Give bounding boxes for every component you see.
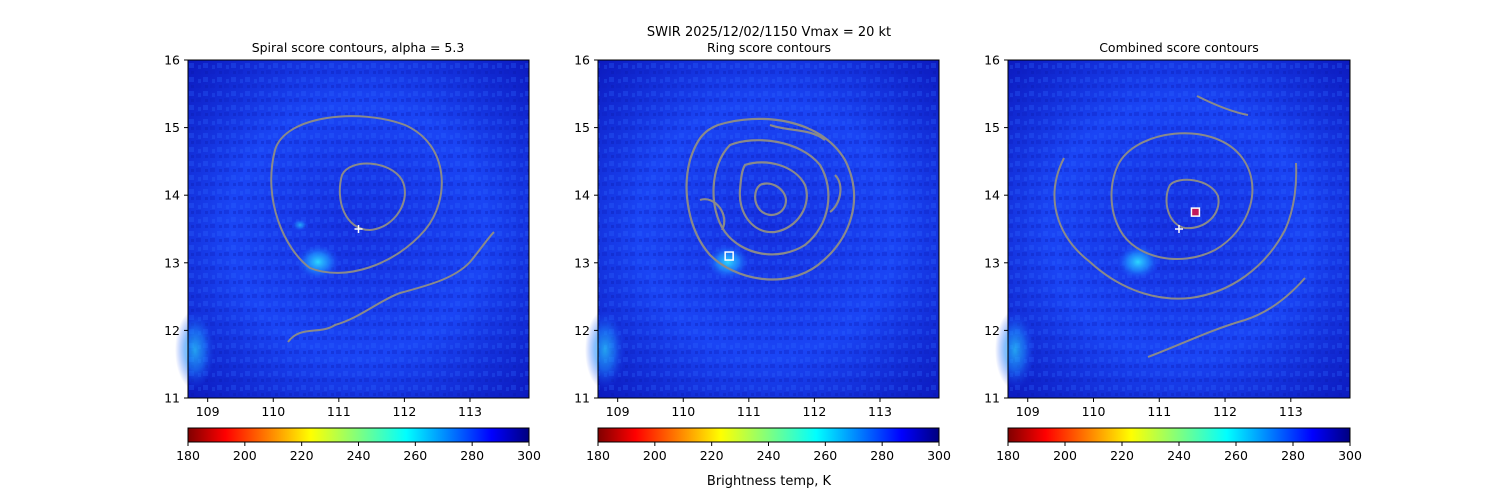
x-tick-label: 112 [802, 404, 826, 419]
x-tick-label: 109 [1016, 404, 1040, 419]
colorbar-tick-label: 280 [870, 448, 894, 463]
colorbar-tick-label: 280 [460, 448, 484, 463]
colorbar-tick-label: 300 [517, 448, 541, 463]
colorbar-tick-label: 240 [347, 448, 371, 463]
x-tick-label: 109 [196, 404, 220, 419]
top-arc [1196, 95, 1249, 116]
x-ticks: 109 110 111 112 113 [196, 398, 482, 419]
y-tick-label: 12 [164, 323, 180, 338]
x-tick-label: 111 [737, 404, 761, 419]
inner-contour [338, 162, 406, 232]
center-marker [1175, 225, 1183, 233]
y-tick-label: 16 [984, 53, 1000, 68]
spiral-arm [1147, 277, 1306, 358]
brightness-field [175, 60, 529, 398]
y-tick-label: 13 [164, 255, 180, 270]
spiral-arm [287, 231, 495, 343]
combined-square [1190, 207, 1201, 217]
colorbar-tick-label: 260 [403, 448, 427, 463]
y-tick-label: 12 [984, 323, 1000, 338]
y-tick-label: 13 [574, 255, 590, 270]
colorbar-tick-label: 220 [700, 448, 724, 463]
y-tick-label: 14 [984, 188, 1000, 203]
panel-title: Combined score contours [1099, 40, 1259, 55]
x-ticks: 109 110 111 112 113 [606, 398, 892, 419]
y-tick-label: 16 [164, 53, 180, 68]
y-tick-label: 13 [984, 255, 1000, 270]
colorbar-tick-label: 180 [996, 448, 1020, 463]
figure-suptitle: SWIR 2025/12/02/1150 Vmax = 20 kt [647, 25, 891, 40]
colorbar-tick-label: 240 [1167, 448, 1191, 463]
panel-title: Ring score contours [707, 40, 831, 55]
colorbar-tick-label: 300 [1338, 448, 1362, 463]
colorbar-gradient [187, 427, 530, 443]
x-tick-label: 110 [1082, 404, 1106, 419]
colorbar-gradient [597, 427, 940, 443]
colorbar-tick-label: 180 [586, 448, 610, 463]
colorbar-tick-label: 280 [1281, 448, 1305, 463]
y-tick-label: 11 [984, 391, 1000, 406]
colorbar-2: 180 200 220 240 260 280 300 [586, 427, 951, 463]
outer-contour [1110, 132, 1254, 261]
y-tick-label: 15 [164, 120, 180, 135]
y-tick-label: 11 [164, 391, 180, 406]
y-tick-label: 14 [574, 188, 590, 203]
colorbar-tick-label: 300 [927, 448, 951, 463]
y-tick-label: 15 [574, 120, 590, 135]
x-tick-label: 113 [1279, 404, 1303, 419]
ring-contours [685, 117, 856, 281]
inner-contour [1165, 178, 1220, 230]
center-marker [354, 225, 363, 233]
spiral-contours [270, 115, 495, 343]
y-ticks: 11 12 13 14 15 16 [984, 53, 1008, 406]
colorbar-tick-label: 260 [1224, 448, 1248, 463]
colorbar-tick-label: 220 [1110, 448, 1134, 463]
x-tick-label: 112 [392, 404, 416, 419]
y-tick-label: 12 [574, 323, 590, 338]
x-tick-label: 113 [458, 404, 482, 419]
colorbar-label: Brightness temp, K [707, 474, 832, 489]
y-tick-label: 11 [574, 391, 590, 406]
x-tick-label: 110 [261, 404, 285, 419]
colorbar-tick-label: 180 [176, 448, 200, 463]
combined-marker [1190, 207, 1201, 217]
ring-square [724, 251, 734, 261]
y-tick-label: 15 [984, 120, 1000, 135]
panel-ring: Ring score contours 109 110 111 112 113 11 12… [574, 40, 940, 419]
colorbar-1: 180 200 220 240 260 280 300 [176, 427, 541, 463]
y-tick-label: 16 [574, 53, 590, 68]
x-tick-label: 113 [868, 404, 892, 419]
colorbar-3: 180 200 220 240 260 280 300 [996, 427, 1362, 463]
outer-arc [1053, 157, 1298, 300]
panel-spiral: Spiral score contours, alpha = 5.3 109 11… [164, 40, 530, 419]
panel-combined: Combined score contours 109 110 111 112 113 … [984, 40, 1351, 419]
axes-frame [187, 59, 530, 399]
x-tick-label: 111 [327, 404, 351, 419]
y-ticks: 11 12 13 14 15 16 [164, 53, 188, 406]
panel-title: Spiral score contours, alpha = 5.3 [252, 40, 465, 55]
colorbar-tick-label: 240 [757, 448, 781, 463]
combined-contours [1053, 95, 1306, 358]
x-tick-label: 109 [606, 404, 630, 419]
colorbar-tick-label: 200 [643, 448, 667, 463]
x-ticks: 109 110 111 112 113 [1016, 398, 1303, 419]
x-tick-label: 112 [1213, 404, 1237, 419]
x-tick-label: 110 [671, 404, 695, 419]
outer-contour [270, 115, 443, 274]
colorbar-gradient [1007, 427, 1351, 443]
ring-marker [724, 251, 734, 261]
brightness-field [585, 60, 939, 398]
colorbar-tick-label: 200 [233, 448, 257, 463]
y-ticks: 11 12 13 14 15 16 [574, 53, 598, 406]
axes-frame [1007, 59, 1351, 399]
colorbar-tick-label: 200 [1053, 448, 1077, 463]
axes-frame [597, 59, 940, 399]
colorbar-tick-label: 220 [290, 448, 314, 463]
colorbar-tick-label: 260 [813, 448, 837, 463]
y-tick-label: 14 [164, 188, 180, 203]
x-tick-label: 111 [1147, 404, 1171, 419]
